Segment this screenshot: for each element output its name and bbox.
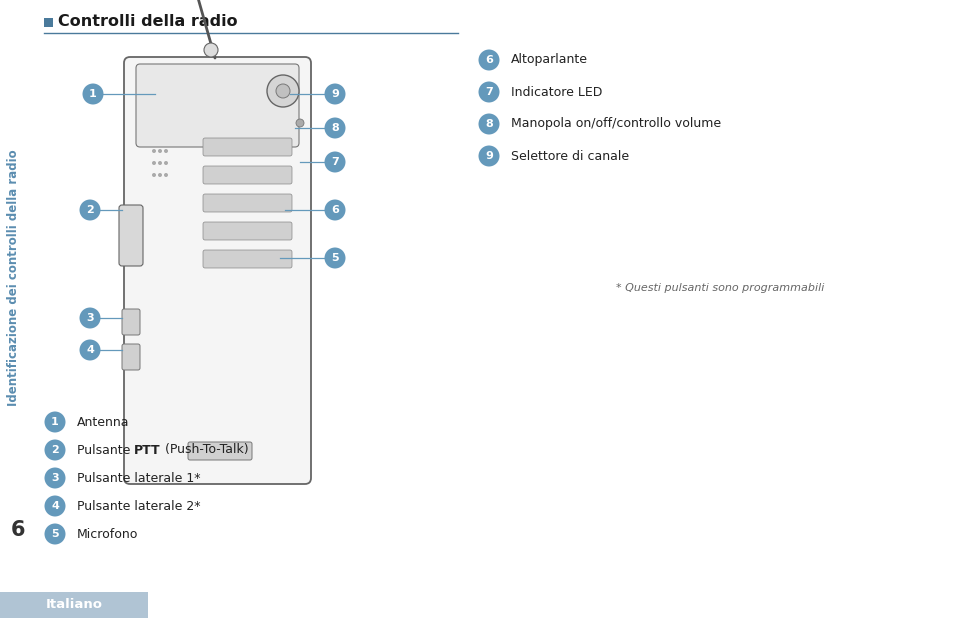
Text: 1: 1 bbox=[51, 417, 59, 427]
Text: 4: 4 bbox=[51, 501, 59, 511]
FancyBboxPatch shape bbox=[122, 309, 140, 335]
FancyBboxPatch shape bbox=[119, 205, 143, 266]
FancyBboxPatch shape bbox=[124, 57, 311, 484]
Circle shape bbox=[295, 119, 304, 127]
Circle shape bbox=[158, 173, 162, 177]
Circle shape bbox=[478, 49, 499, 70]
Text: Indicatore LED: Indicatore LED bbox=[511, 85, 601, 98]
Text: Identificazione dei controlli della radio: Identificazione dei controlli della radi… bbox=[8, 150, 20, 406]
Text: PTT: PTT bbox=[134, 444, 161, 457]
Text: 5: 5 bbox=[51, 529, 59, 539]
FancyBboxPatch shape bbox=[203, 194, 292, 212]
Text: 7: 7 bbox=[485, 87, 493, 97]
Circle shape bbox=[164, 173, 168, 177]
Circle shape bbox=[164, 161, 168, 165]
Circle shape bbox=[79, 339, 100, 360]
Text: Manopola on/off/controllo volume: Manopola on/off/controllo volume bbox=[511, 117, 720, 130]
Text: * Questi pulsanti sono programmabili: * Questi pulsanti sono programmabili bbox=[616, 283, 823, 293]
Text: 6: 6 bbox=[484, 55, 493, 65]
Circle shape bbox=[45, 523, 66, 544]
Text: 6: 6 bbox=[331, 205, 338, 215]
Text: 2: 2 bbox=[86, 205, 93, 215]
Text: Italiano: Italiano bbox=[46, 598, 102, 611]
Text: 9: 9 bbox=[331, 89, 338, 99]
Text: 4: 4 bbox=[86, 345, 93, 355]
Text: Pulsante laterale 2*: Pulsante laterale 2* bbox=[77, 499, 200, 512]
Text: 5: 5 bbox=[331, 253, 338, 263]
Circle shape bbox=[152, 161, 156, 165]
Circle shape bbox=[478, 145, 499, 166]
Circle shape bbox=[82, 83, 103, 104]
Circle shape bbox=[204, 43, 218, 57]
Circle shape bbox=[45, 496, 66, 517]
Circle shape bbox=[158, 149, 162, 153]
Circle shape bbox=[164, 149, 168, 153]
Text: Pulsante laterale 1*: Pulsante laterale 1* bbox=[77, 472, 200, 485]
Text: 3: 3 bbox=[51, 473, 59, 483]
Text: (Push-To-Talk): (Push-To-Talk) bbox=[161, 444, 249, 457]
FancyBboxPatch shape bbox=[203, 138, 292, 156]
Text: 8: 8 bbox=[485, 119, 493, 129]
Circle shape bbox=[275, 84, 290, 98]
Circle shape bbox=[152, 173, 156, 177]
Circle shape bbox=[324, 83, 345, 104]
Circle shape bbox=[478, 82, 499, 103]
Text: Antenna: Antenna bbox=[77, 415, 130, 428]
Text: Microfono: Microfono bbox=[77, 528, 138, 541]
Circle shape bbox=[324, 247, 345, 268]
Text: Controlli della radio: Controlli della radio bbox=[58, 14, 237, 30]
FancyBboxPatch shape bbox=[203, 250, 292, 268]
Text: 6: 6 bbox=[10, 520, 25, 540]
FancyBboxPatch shape bbox=[203, 166, 292, 184]
Text: Pulsante: Pulsante bbox=[77, 444, 134, 457]
Circle shape bbox=[267, 75, 298, 107]
FancyBboxPatch shape bbox=[203, 222, 292, 240]
Circle shape bbox=[45, 439, 66, 460]
Circle shape bbox=[324, 117, 345, 138]
Text: 9: 9 bbox=[484, 151, 493, 161]
Text: Altoparlante: Altoparlante bbox=[511, 54, 587, 67]
FancyBboxPatch shape bbox=[122, 344, 140, 370]
Circle shape bbox=[158, 161, 162, 165]
Circle shape bbox=[324, 200, 345, 221]
Text: 2: 2 bbox=[51, 445, 59, 455]
FancyBboxPatch shape bbox=[136, 64, 298, 147]
Circle shape bbox=[152, 149, 156, 153]
Text: Selettore di canale: Selettore di canale bbox=[511, 150, 628, 163]
Circle shape bbox=[45, 412, 66, 433]
FancyBboxPatch shape bbox=[188, 442, 252, 460]
FancyBboxPatch shape bbox=[0, 592, 148, 618]
Circle shape bbox=[79, 200, 100, 221]
Bar bbox=[44, 17, 53, 27]
Circle shape bbox=[478, 114, 499, 135]
Circle shape bbox=[45, 467, 66, 488]
Circle shape bbox=[79, 308, 100, 329]
Text: 8: 8 bbox=[331, 123, 338, 133]
Text: 1: 1 bbox=[89, 89, 97, 99]
Text: 3: 3 bbox=[86, 313, 93, 323]
Circle shape bbox=[324, 151, 345, 172]
Text: 7: 7 bbox=[331, 157, 338, 167]
